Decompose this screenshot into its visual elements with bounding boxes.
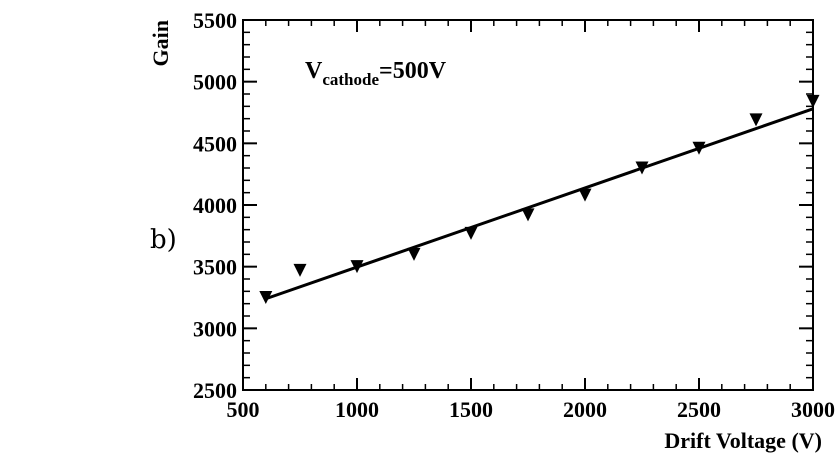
y-tick-label: 4500 (193, 131, 237, 156)
cathode-voltage-annotation: Vcathode=500V (305, 58, 447, 89)
data-point (635, 161, 649, 175)
x-axis-title: Drift Voltage (V) (664, 428, 822, 453)
y-tick-label: 2500 (193, 378, 237, 403)
y-tick-label: 4000 (193, 193, 237, 218)
y-axis-ticks: 2500 3000 3500 4000 4500 5000 5500 (193, 8, 813, 403)
x-tick-label: 1500 (449, 397, 493, 422)
data-point (293, 263, 307, 277)
y-tick-label: 5000 (193, 70, 237, 95)
data-point (749, 113, 763, 127)
annotation-subscript: cathode (322, 70, 379, 89)
data-point (259, 291, 273, 304)
fit-line-group (265, 107, 814, 301)
y-tick-label: 3500 (193, 255, 237, 280)
panel-label: b) (150, 225, 177, 255)
fit-line (265, 107, 814, 301)
x-tick-label: 2000 (563, 397, 607, 422)
data-point (464, 226, 478, 240)
annotation-base: V (305, 58, 323, 84)
x-axis-ticks: 500 1000 1500 2000 2500 3000 (227, 20, 835, 422)
y-tick-label: 5500 (193, 8, 237, 33)
y-tick-label: 3000 (193, 316, 237, 341)
data-point (578, 188, 592, 202)
x-tick-label: 2500 (677, 397, 721, 422)
x-tick-label: 1000 (335, 397, 379, 422)
data-point (407, 247, 421, 261)
data-point (350, 260, 364, 274)
x-tick-label: 3000 (791, 397, 835, 422)
x-tick-label: 500 (227, 397, 260, 422)
data-point (806, 94, 820, 108)
y-axis-title: Gain (148, 20, 173, 66)
data-point (692, 141, 706, 155)
data-points (259, 94, 820, 304)
annotation-value: =500V (379, 58, 447, 84)
data-point (521, 208, 535, 222)
